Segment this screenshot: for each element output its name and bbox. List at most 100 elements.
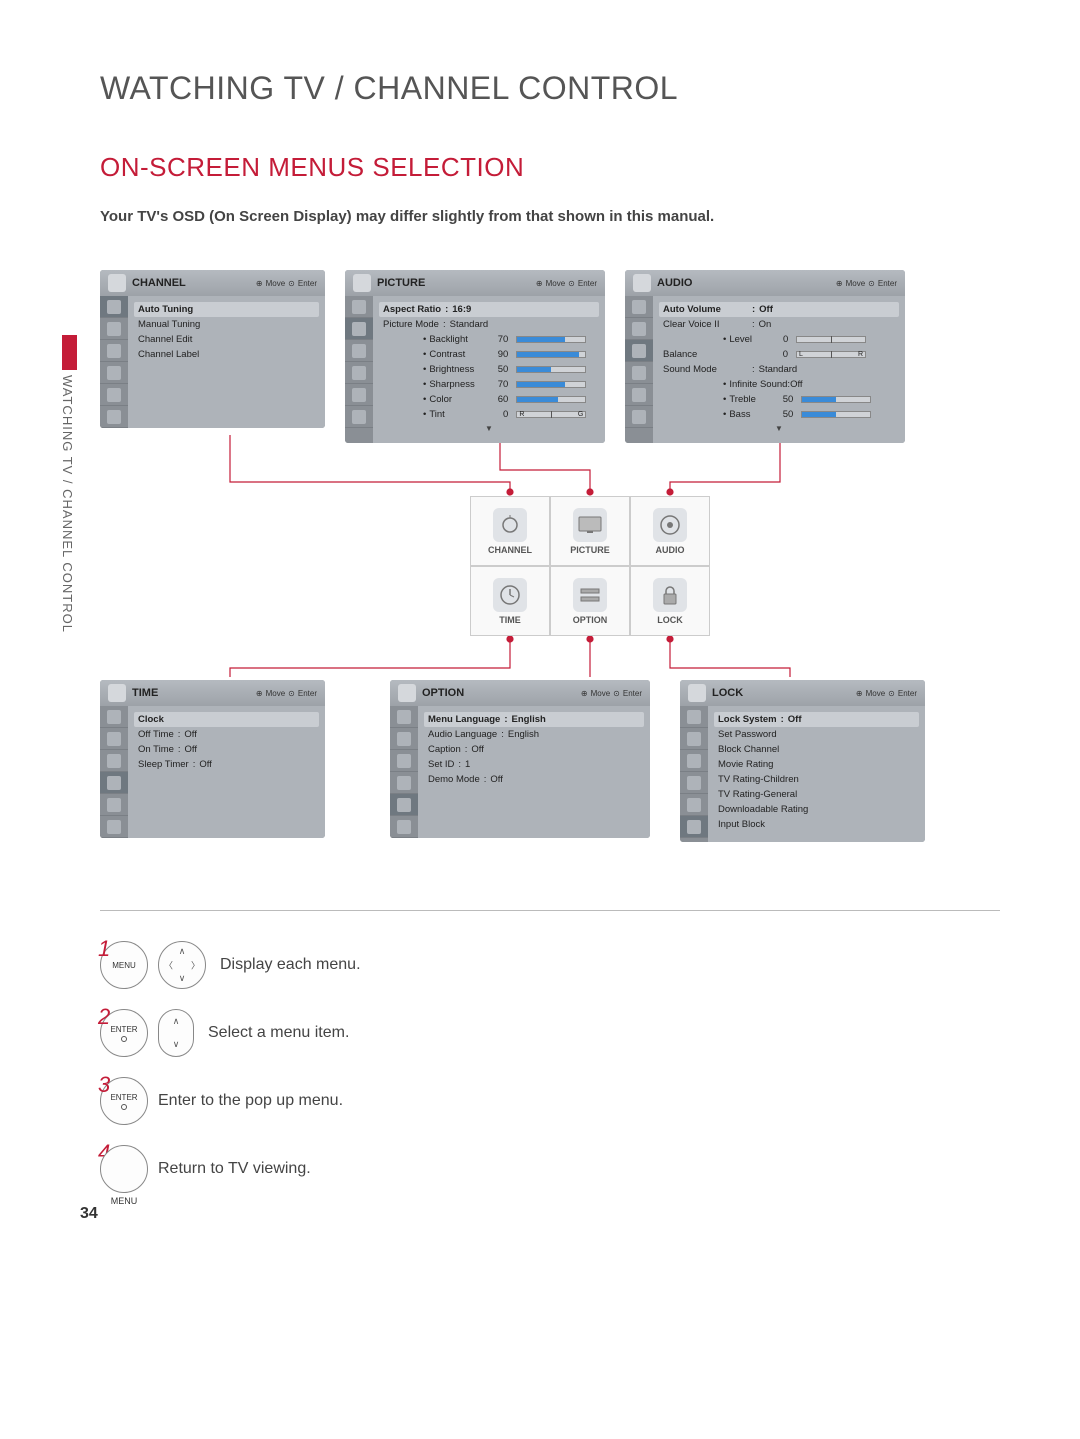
osd-header-icon [108,684,126,702]
section-title: ON-SCREEN MENUS SELECTION [100,152,1000,183]
grid-cell-option: OPTION [550,566,630,636]
osd-sidebar-icon [680,772,708,794]
osd-row: Clear Voice II:On [663,317,895,332]
osd-row: Picture Mode : Standard [383,317,595,332]
osd-row: Downloadable Rating [718,802,915,817]
osd-row: Manual Tuning [138,317,315,332]
osd-row: Movie Rating [718,757,915,772]
osd-slider-row: •Level0 [723,332,895,347]
osd-sidebar-icon [625,406,653,428]
osd-sidebar-icon [680,750,708,772]
osd-row: Off Time:Off [138,727,315,742]
audio-icon [653,508,687,542]
osd-row: Demo Mode:Off [428,772,640,787]
grid-cell-channel: CHANNEL [470,496,550,566]
osd-hint: ⊕Move ⊙Enter [581,689,642,698]
osd-header-title: TIME [132,687,158,699]
osd-sidebar-icon [390,728,418,750]
step-text: Select a menu item. [208,1024,349,1042]
osd-sidebar-icon [390,772,418,794]
side-tab: WATCHING TV / CHANNEL CONTROL [62,335,84,715]
osd-sidebar-icon [390,750,418,772]
osd-row: TV Rating-General [718,787,915,802]
osd-sidebar-icon [345,340,373,362]
osd-panel-audio: AUDIO ⊕Move ⊙Enter Auto Volume:OffClear V… [625,270,905,443]
osd-sidebar-icon [345,296,373,318]
osd-sidebar-icon [100,772,128,794]
osd-sidebar-icon [100,384,128,406]
side-tab-text: WATCHING TV / CHANNEL CONTROL [60,375,75,633]
step-number: 2 [98,1004,110,1030]
osd-sidebar-icon [625,296,653,318]
remote-dpad: ∧∨〈〉 [158,941,206,989]
osd-row: Set Password [718,727,915,742]
osd-sidebar-icon [100,706,128,728]
osd-row: Auto Volume:Off [659,302,899,317]
osd-panel-picture: PICTURE⊕Move ⊙Enter Aspect Ratio : 16:9P… [345,270,605,443]
step-text: Return to TV viewing. [158,1160,311,1178]
page-title: WATCHING TV / CHANNEL CONTROL [100,70,1000,107]
instruction-step: 1MENU∧∨〈〉Display each menu. [100,941,1000,989]
osd-row: Sound Mode:Standard [663,362,895,377]
grid-cell-time: TIME [470,566,550,636]
osd-panel-option: OPTION⊕Move ⊙Enter Menu Language:English… [390,680,650,838]
osd-row: Block Channel [718,742,915,757]
page-number: 34 [80,1205,98,1223]
osd-sidebar-icon [390,794,418,816]
osd-sidebar-icon [100,728,128,750]
osd-sidebar-icon [390,706,418,728]
time-icon [493,578,527,612]
menu-diagram: CHANNEL⊕Move ⊙Enter Auto TuningManual Tu… [100,270,1000,890]
osd-hint: ⊕Move ⊙Enter [856,689,917,698]
osd-hint: ⊕Move ⊙Enter [836,279,897,288]
osd-row: Aspect Ratio : 16:9 [379,302,599,317]
instruction-step: 3ENTEREnter to the pop up menu. [100,1077,1000,1125]
osd-header-icon [353,274,371,292]
osd-sidebar-icon [100,816,128,838]
osd-panel-lock: LOCK⊕Move ⊙Enter Lock System:OffSet Pass… [680,680,925,842]
osd-row: Caption:Off [428,742,640,757]
osd-row: Channel Label [138,347,315,362]
osd-hint: ⊕Move ⊙Enter [256,279,317,288]
osd-header-icon [398,684,416,702]
osd-row: Menu Language:English [424,712,644,727]
osd-header-icon [633,274,651,292]
step-number: 3 [98,1072,110,1098]
osd-sidebar-icon [100,318,128,340]
osd-header-title: CHANNEL [132,277,186,289]
step-text: Display each menu. [220,956,361,974]
osd-slider-row: •Color60 [423,392,595,407]
menu-grid: CHANNEL PICTURE AUDIO TIME OPTION LOCK [470,496,710,636]
osd-sidebar-icon [100,362,128,384]
osd-sidebar-icon [345,362,373,384]
instruction-step: 4MENUReturn to TV viewing. [100,1145,1000,1193]
osd-slider-row: •Sharpness70 [423,377,595,392]
osd-sidebar-icon [625,340,653,362]
osd-row: Input Block [718,817,915,832]
osd-row: •Infinite Sound: Off [663,377,895,392]
osd-sidebar-icon [680,706,708,728]
osd-header-title: PICTURE [377,277,425,289]
osd-hint: ⊕Move ⊙Enter [256,689,317,698]
osd-sidebar-icon [100,794,128,816]
osd-header-title: AUDIO [657,277,692,289]
step-number: 1 [98,936,110,962]
osd-sidebar-icon [680,728,708,750]
osd-sidebar-icon [100,296,128,318]
remote-updown: ∧∨ [158,1009,194,1057]
osd-sidebar-icon [345,384,373,406]
osd-slider-row: •Brightness50 [423,362,595,377]
osd-header-icon [108,274,126,292]
instruction-steps: 1MENU∧∨〈〉Display each menu.2ENTER∧∨Selec… [100,941,1000,1193]
osd-slider-row: •Contrast90 [423,347,595,362]
osd-panel-channel: CHANNEL⊕Move ⊙Enter Auto TuningManual Tu… [100,270,325,428]
remote-button: MENU [100,1145,148,1193]
osd-slider-row: •Tint0RG [423,407,595,422]
osd-slider-row: •Bass50 [723,407,895,422]
osd-note: Your TV's OSD (On Screen Display) may di… [100,208,1000,225]
osd-row: Set ID:1 [428,757,640,772]
osd-header-icon [688,684,706,702]
osd-sidebar-icon [100,406,128,428]
osd-slider-row: •Treble50 [723,392,895,407]
osd-row: On Time:Off [138,742,315,757]
